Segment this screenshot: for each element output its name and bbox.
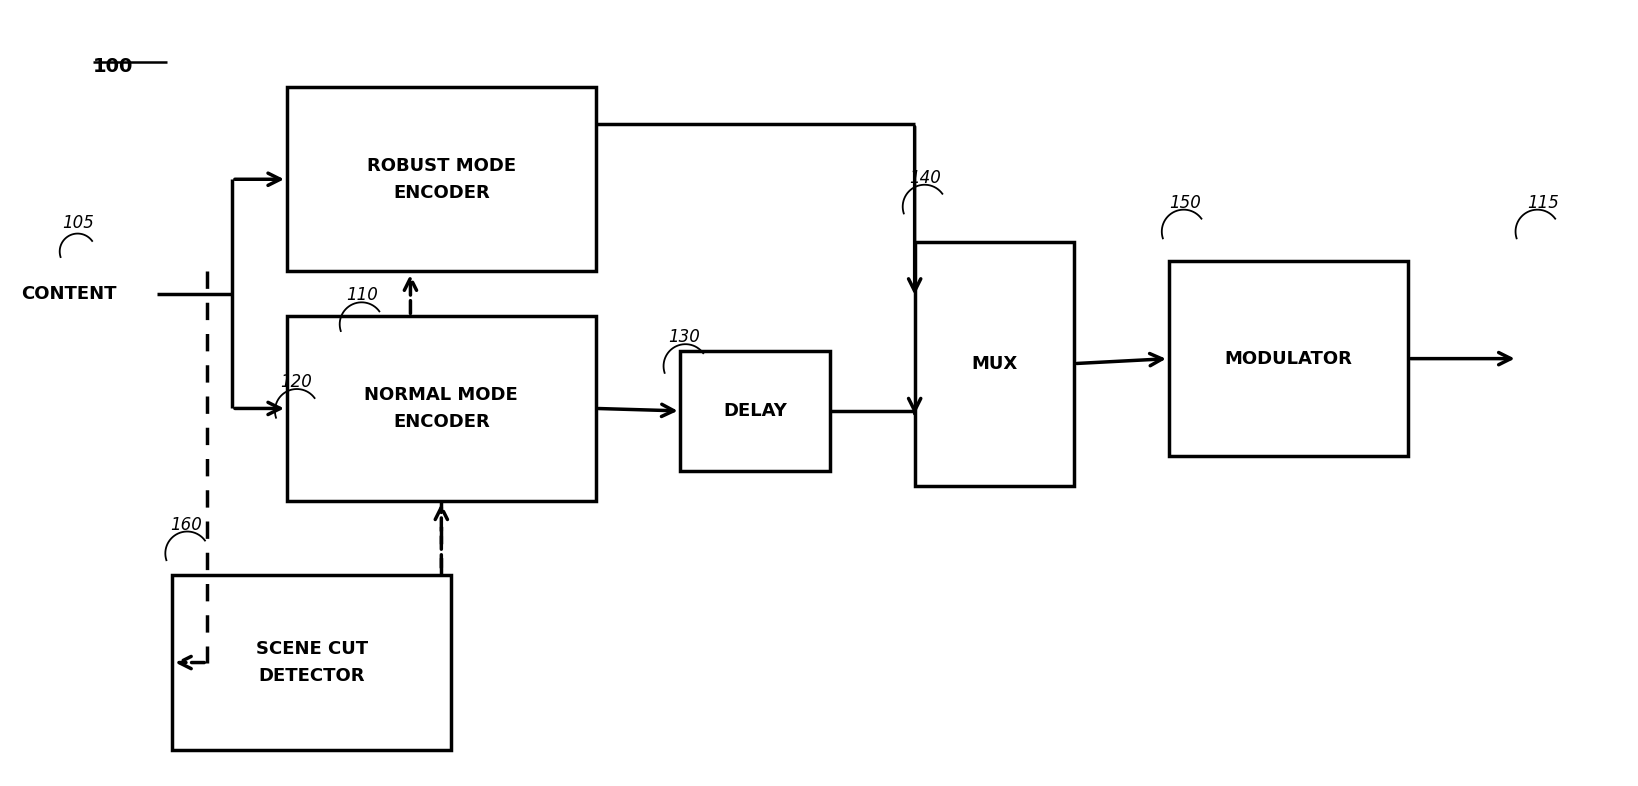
FancyBboxPatch shape	[172, 575, 452, 750]
Text: DETECTOR: DETECTOR	[259, 667, 365, 685]
Text: CONTENT: CONTENT	[21, 285, 116, 303]
FancyBboxPatch shape	[680, 351, 830, 471]
Text: NORMAL MODE: NORMAL MODE	[365, 386, 518, 404]
Text: 105: 105	[62, 214, 95, 232]
FancyBboxPatch shape	[1170, 262, 1409, 456]
FancyBboxPatch shape	[914, 241, 1075, 486]
Text: MUX: MUX	[971, 354, 1017, 373]
Text: MODULATOR: MODULATOR	[1224, 350, 1353, 368]
Text: SCENE CUT: SCENE CUT	[256, 640, 369, 658]
FancyBboxPatch shape	[287, 87, 596, 271]
Text: DELAY: DELAY	[724, 402, 788, 420]
FancyBboxPatch shape	[287, 316, 596, 501]
Text: 120: 120	[280, 373, 311, 391]
Text: 150: 150	[1170, 193, 1201, 211]
Text: ROBUST MODE: ROBUST MODE	[367, 156, 516, 174]
Text: 140: 140	[909, 169, 942, 187]
Text: 130: 130	[668, 329, 701, 346]
Text: 110: 110	[347, 286, 378, 304]
Text: ENCODER: ENCODER	[393, 413, 490, 431]
Text: 115: 115	[1528, 193, 1559, 211]
Text: 160: 160	[170, 516, 201, 534]
Text: ENCODER: ENCODER	[393, 184, 490, 202]
Text: 100: 100	[93, 57, 133, 76]
